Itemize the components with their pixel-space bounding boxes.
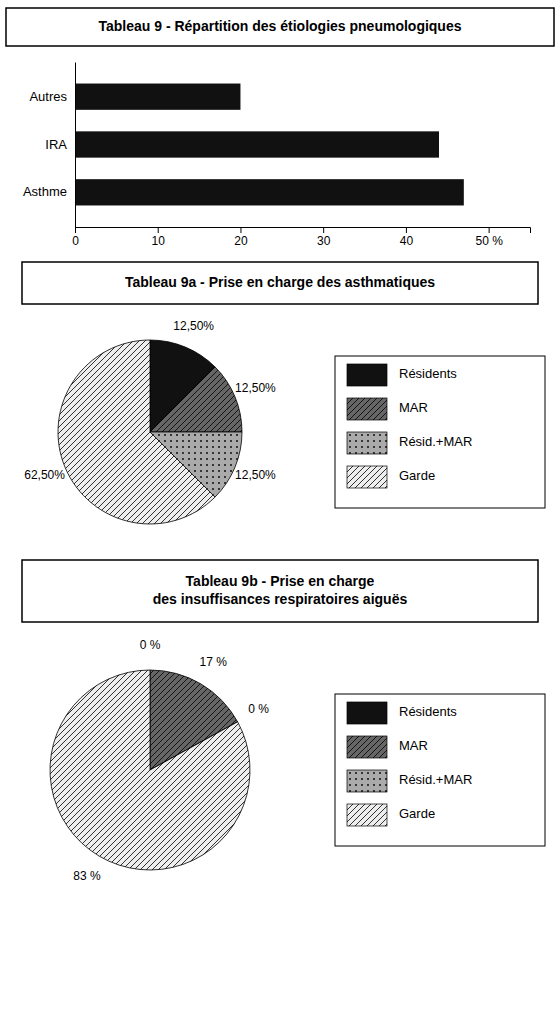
legend-item: Garde — [347, 804, 435, 826]
x-tick-mark — [323, 227, 324, 233]
data-label: 83 % — [73, 869, 101, 883]
legend-frame — [335, 694, 545, 846]
title: Tableau 9b - Prise en chargedes insuffis… — [153, 573, 408, 607]
legend-item: MAR — [347, 398, 428, 420]
figure: Tableau 9 - Répartition des étiologies p… — [0, 0, 560, 1025]
legend-swatch — [347, 804, 387, 826]
x-axis-line — [76, 228, 531, 234]
x-tick-label: 50 % — [475, 234, 503, 248]
legend-item: Résid.+MAR — [347, 432, 472, 454]
legend-label: Résid.+MAR — [399, 434, 472, 449]
data-label: 0 % — [248, 702, 269, 716]
x-tick: 20 — [234, 227, 248, 248]
x-tick-label: 10 — [152, 234, 166, 248]
data-label: 12,50% — [173, 319, 214, 333]
title-box: Tableau 9a - Prise en charge des asthmat… — [22, 262, 538, 304]
x-tick-label: 0 — [72, 234, 79, 248]
x-tick: 10 — [152, 227, 166, 248]
x-tick: 30 — [317, 227, 331, 248]
x-tick: 40 — [400, 227, 414, 248]
slice — [150, 367, 242, 432]
data-label: 12,50% — [235, 468, 276, 482]
legend-swatch — [347, 398, 387, 420]
bar — [75, 131, 439, 157]
data-label: 17 % — [199, 655, 227, 669]
legend-label: Résidents — [399, 366, 457, 381]
x-tick-mark — [406, 227, 407, 233]
legend-swatch — [347, 702, 387, 724]
legend-frame — [335, 356, 545, 508]
legend-item: Résidents — [347, 702, 457, 724]
slices — [58, 340, 242, 524]
y-tick: Autres — [29, 89, 67, 104]
x-axis: 0 10 20 30 40 50 % — [72, 227, 530, 248]
title-box: Tableau 9b - Prise en chargedes insuffis… — [22, 560, 538, 622]
legend-label: MAR — [399, 400, 428, 415]
legend-label: Garde — [399, 468, 435, 483]
x-tick-label: 40 — [400, 234, 414, 248]
slice — [58, 340, 215, 524]
legend-swatch — [347, 770, 387, 792]
data-labels: 0 % 17 % 0 % 83 % — [73, 638, 269, 883]
x-tick: 50 % — [475, 227, 503, 248]
legend-label: Garde — [399, 806, 435, 821]
x-tick-mark — [158, 227, 159, 233]
legend-swatch — [347, 466, 387, 488]
legend-swatch — [347, 736, 387, 758]
x-tick: 0 — [72, 227, 79, 248]
data-labels: 12,50% 12,50% 12,50% 62,50% — [24, 319, 276, 482]
legend-item: Résidents — [347, 364, 457, 386]
legend-label: MAR — [399, 738, 428, 753]
slices — [50, 670, 250, 870]
y-axis: Asthme IRA Autres — [23, 63, 76, 228]
legend-item: MAR — [347, 736, 428, 758]
pie-chart: 12,50% 12,50% 12,50% 62,50% — [24, 319, 276, 524]
title: Tableau 9 - Répartition des étiologies p… — [98, 18, 461, 34]
x-tick-mark — [75, 227, 76, 233]
legend-label: Résid.+MAR — [399, 772, 472, 787]
legend-swatch — [347, 432, 387, 454]
bar — [75, 179, 464, 205]
data-label: 12,50% — [235, 381, 276, 395]
y-tick-label: IRA — [45, 137, 67, 152]
y-tick-label: Autres — [29, 89, 67, 104]
title-box: Tableau 9 - Répartition des étiologies p… — [6, 8, 554, 46]
y-tick-label: Asthme — [23, 184, 67, 199]
title-frame — [22, 560, 538, 622]
legend-swatch — [347, 364, 387, 386]
legend-label: Résidents — [399, 704, 457, 719]
legend-item: Garde — [347, 466, 435, 488]
data-label: 62,50% — [24, 468, 65, 482]
y-tick: IRA — [45, 137, 67, 152]
x-tick-label: 30 — [317, 234, 331, 248]
legend-item: Résid.+MAR — [347, 770, 472, 792]
bar — [75, 84, 240, 110]
title: Tableau 9a - Prise en charge des asthmat… — [125, 274, 435, 290]
bars — [75, 84, 464, 206]
legend: Résidents MAR Résid.+MAR Garde — [335, 356, 545, 508]
title-frame — [22, 262, 538, 304]
pie-chart: 0 % 17 % 0 % 83 % — [50, 638, 269, 883]
bar-chart: 0 10 20 30 40 50 % Asthme IRA Autres — [23, 63, 531, 248]
y-tick: Asthme — [23, 184, 67, 199]
y-axis-line — [75, 63, 76, 228]
x-tick-label: 20 — [234, 234, 248, 248]
data-label: 0 % — [140, 638, 161, 652]
title-frame — [6, 8, 554, 46]
slice — [50, 670, 250, 870]
x-tick-mark — [240, 227, 241, 233]
x-tick-mark — [489, 227, 490, 233]
legend: Résidents MAR Résid.+MAR Garde — [335, 694, 545, 846]
